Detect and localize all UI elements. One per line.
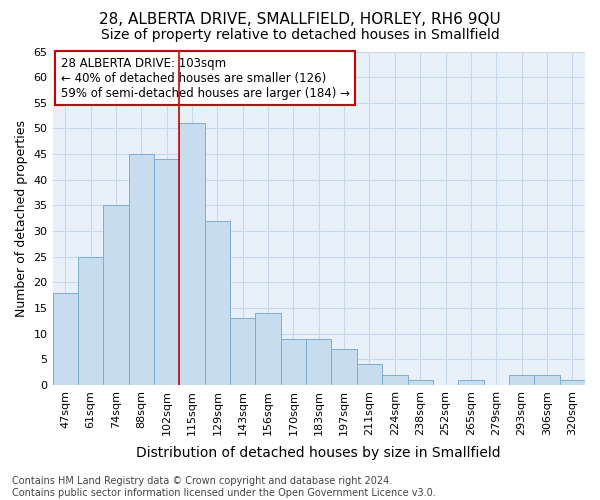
Bar (407, 380, 433, 385)
Bar (256, 313, 281, 385)
Bar (179, 124, 205, 385)
Bar (331, 349, 357, 385)
Bar (281, 338, 306, 385)
Bar (53, 292, 78, 385)
Text: Contains HM Land Registry data © Crown copyright and database right 2024.
Contai: Contains HM Land Registry data © Crown c… (12, 476, 436, 498)
Bar (458, 380, 484, 385)
Bar (560, 380, 585, 385)
Text: 28, ALBERTA DRIVE, SMALLFIELD, HORLEY, RH6 9QU: 28, ALBERTA DRIVE, SMALLFIELD, HORLEY, R… (99, 12, 501, 28)
Bar (357, 364, 382, 385)
Bar (103, 206, 128, 385)
Bar (509, 374, 534, 385)
Bar (382, 374, 407, 385)
Bar (128, 154, 154, 385)
Bar (230, 318, 256, 385)
Text: Size of property relative to detached houses in Smallfield: Size of property relative to detached ho… (101, 28, 499, 42)
Bar (154, 159, 179, 385)
Bar (534, 374, 560, 385)
Bar (306, 338, 331, 385)
Bar (205, 221, 230, 385)
X-axis label: Distribution of detached houses by size in Smallfield: Distribution of detached houses by size … (136, 446, 501, 460)
Bar (78, 256, 103, 385)
Y-axis label: Number of detached properties: Number of detached properties (15, 120, 28, 316)
Text: 28 ALBERTA DRIVE: 103sqm
← 40% of detached houses are smaller (126)
59% of semi-: 28 ALBERTA DRIVE: 103sqm ← 40% of detach… (61, 56, 350, 100)
